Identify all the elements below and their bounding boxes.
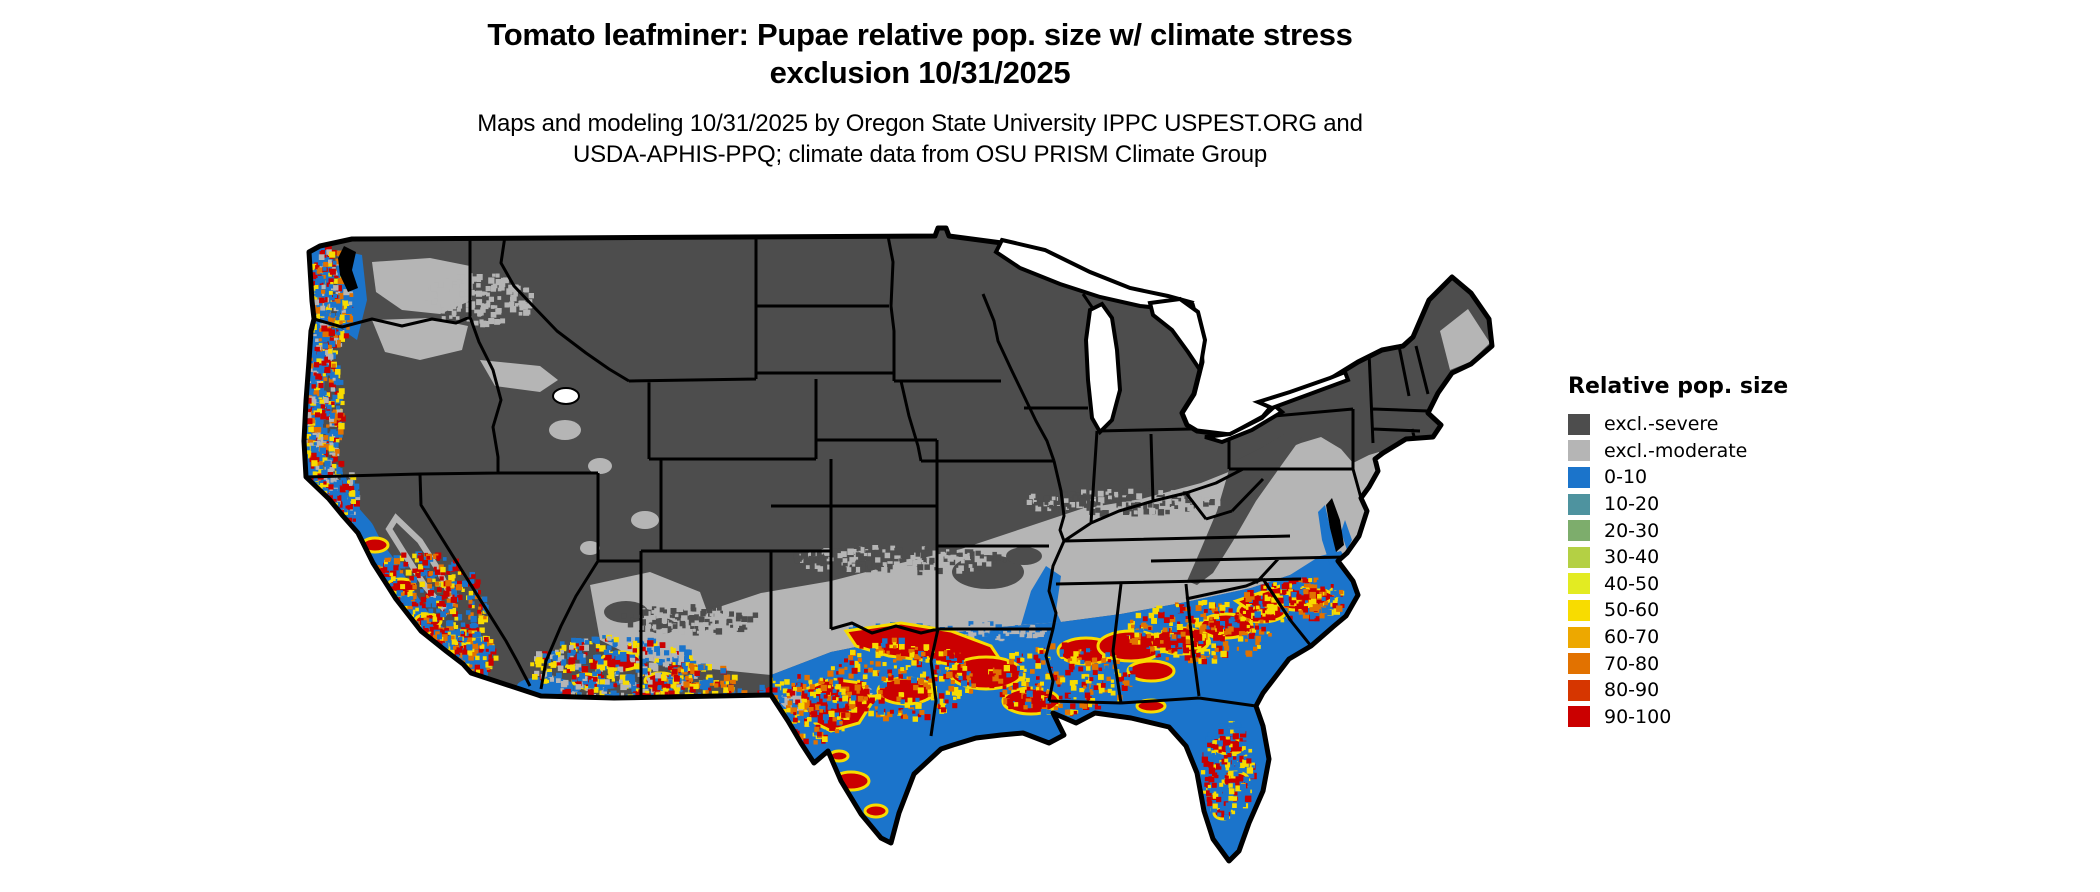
legend-item: excl.-moderate xyxy=(1568,438,1788,465)
lake-ontario xyxy=(1252,369,1351,411)
legend-item: 60-70 xyxy=(1568,624,1788,651)
legend-item: 30-40 xyxy=(1568,544,1788,571)
map-legend: Relative pop. size excl.-severe excl.-mod… xyxy=(1568,374,1788,730)
legend-item: 20-30 xyxy=(1568,517,1788,544)
subtitle-line2: USDA-APHIS-PPQ; climate data from OSU PR… xyxy=(572,141,1268,168)
legend-item: 40-50 xyxy=(1568,571,1788,598)
legend-label: 40-50 xyxy=(1604,572,1660,595)
chesapeake-bay xyxy=(1326,498,1344,552)
legend-label: 10-20 xyxy=(1604,493,1660,516)
legend-label: 70-80 xyxy=(1604,652,1660,675)
legend-item: 10-20 xyxy=(1568,491,1788,518)
lake-huron xyxy=(1147,296,1208,376)
legend-swatch xyxy=(1568,546,1590,568)
lake-erie xyxy=(1204,403,1286,445)
legend-label: 80-90 xyxy=(1604,679,1660,702)
legend-swatch xyxy=(1568,573,1590,595)
lake-michigan xyxy=(1083,301,1123,436)
raster-speckle-texture xyxy=(425,272,1221,645)
legend-swatch xyxy=(1568,599,1590,621)
great-salt-lake xyxy=(552,387,580,405)
legend-swatch xyxy=(1568,626,1590,648)
legend-swatch xyxy=(1568,466,1590,488)
legend-item: 50-60 xyxy=(1568,597,1788,624)
page-title-line1: Tomato leafminer: Pupae relative pop. si… xyxy=(487,17,1353,52)
puget-sound xyxy=(338,246,358,292)
legend-rows: excl.-severe excl.-moderate 0-10 10-20 20-30… xyxy=(1568,411,1788,730)
legend-label: 20-30 xyxy=(1604,519,1660,542)
state-borders xyxy=(305,235,1430,737)
legend-item: 90-100 xyxy=(1568,704,1788,731)
legend-swatch xyxy=(1568,653,1590,675)
legend-label: excl.-moderate xyxy=(1604,439,1748,462)
legend-item: 80-90 xyxy=(1568,677,1788,704)
subtitle-line1: Maps and modeling 10/31/2025 by Oregon S… xyxy=(477,110,1363,137)
legend-label: 0-10 xyxy=(1604,466,1648,489)
figure-header: Tomato leafminer: Pupae relative pop. si… xyxy=(0,16,1840,170)
legend-label: 60-70 xyxy=(1604,626,1660,649)
legend-label: 50-60 xyxy=(1604,599,1660,622)
legend-label: excl.-severe xyxy=(1604,413,1719,436)
legend-item: excl.-severe xyxy=(1568,411,1788,438)
legend-label: 90-100 xyxy=(1604,705,1672,728)
legend-swatch xyxy=(1568,493,1590,515)
figure-subtitle: Maps and modeling 10/31/2025 by Oregon S… xyxy=(0,108,1840,170)
water-features xyxy=(338,237,1351,552)
raster-layers xyxy=(304,228,1492,861)
legend-title: Relative pop. size xyxy=(1568,374,1789,399)
legend-label: 30-40 xyxy=(1604,546,1660,569)
legend-swatch xyxy=(1568,413,1590,435)
page-title-line2: exclusion 10/31/2025 xyxy=(769,55,1071,90)
legend-swatch xyxy=(1568,706,1590,728)
legend-swatch xyxy=(1568,440,1590,462)
legend-item: 70-80 xyxy=(1568,650,1788,677)
legend-swatch xyxy=(1568,679,1590,701)
legend-swatch xyxy=(1568,520,1590,542)
legend-item: 0-10 xyxy=(1568,464,1788,491)
